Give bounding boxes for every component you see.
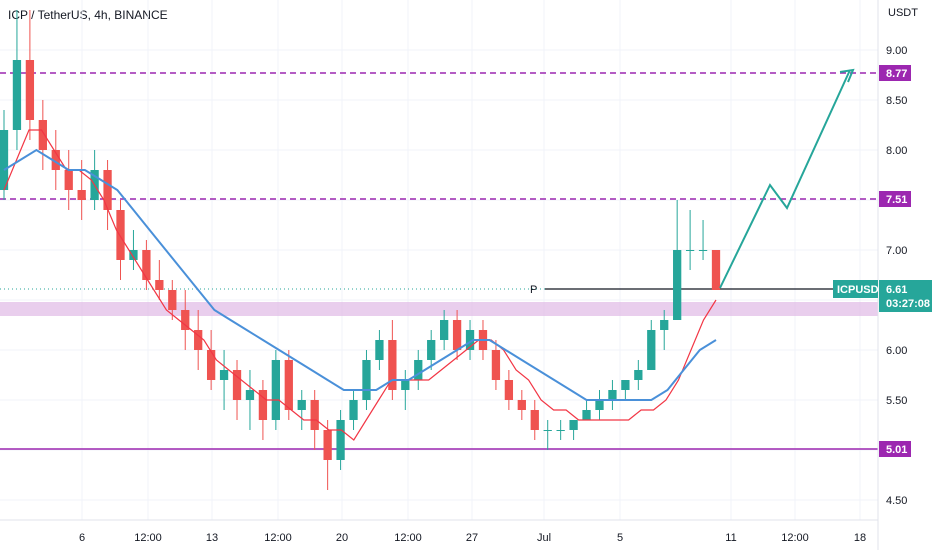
y-tick-label: 8.50	[886, 95, 907, 107]
support-zone	[0, 302, 878, 316]
chart-title: ICP / TetherUS, 4h, BINANCE	[8, 8, 168, 22]
candle-body	[51, 150, 60, 170]
candle-body	[634, 370, 643, 380]
candle-body	[698, 250, 708, 251]
symbol-tag	[833, 280, 878, 298]
level-tag	[879, 191, 911, 207]
candle-body	[530, 410, 539, 430]
candle-body	[388, 340, 397, 390]
ema_fast-line	[3, 129, 717, 441]
candle-body	[362, 360, 371, 400]
x-tick-label: 18	[854, 532, 866, 544]
candle-body	[543, 430, 552, 431]
candle-body	[181, 310, 190, 330]
y-tick-label: 7.00	[886, 245, 907, 257]
candle-body	[155, 280, 164, 290]
price-tag-countdown: 03:27:08	[886, 298, 930, 310]
symbol-tag-label: ICPUSDT	[837, 284, 886, 296]
candle-body	[103, 170, 112, 210]
x-tick-label: 11	[725, 532, 736, 544]
candle-body	[142, 250, 151, 280]
candle-body	[219, 370, 229, 380]
candle-body	[336, 420, 345, 460]
candle-body	[452, 320, 462, 350]
x-tick-label: 12:00	[264, 532, 292, 544]
candle-body	[375, 340, 384, 360]
candle-body	[349, 400, 358, 420]
level-tag-label: 8.77	[886, 68, 907, 80]
candle-body	[414, 360, 423, 380]
pivot-label: P	[530, 284, 537, 296]
candle-body	[323, 430, 332, 460]
candle-body	[206, 350, 216, 380]
candle-body	[12, 60, 22, 130]
x-tick-label: 13	[206, 532, 218, 544]
x-tick-label: 27	[466, 532, 478, 544]
x-tick-label: Jul	[537, 532, 551, 544]
candle-body	[64, 170, 73, 190]
x-tick-label: 20	[336, 532, 348, 544]
candle-body	[25, 60, 35, 120]
x-tick-label: 12:00	[134, 532, 162, 544]
candle-body	[647, 330, 656, 370]
y-tick-label: 9.00	[886, 45, 907, 57]
candle-body	[440, 320, 449, 340]
candle-body	[556, 430, 565, 431]
level-tag-label: 5.01	[886, 444, 907, 456]
x-tick-label: 12:00	[781, 532, 809, 544]
candle-body	[660, 320, 669, 330]
candle-body	[711, 250, 721, 290]
y-tick-label: 4.50	[886, 495, 907, 507]
candle-body	[504, 380, 514, 400]
candle-body	[569, 420, 578, 430]
projection-path	[719, 69, 851, 289]
candle-body	[608, 390, 617, 400]
y-tick-label: 5.50	[886, 395, 907, 407]
candle-body	[517, 400, 526, 410]
candle-body	[673, 250, 682, 320]
ema_slow-line	[3, 148, 717, 401]
candle-body	[491, 350, 501, 380]
candle-body	[621, 380, 630, 390]
candle-body	[245, 390, 255, 400]
x-tick-label: 6	[79, 532, 85, 544]
price-tag	[879, 280, 932, 312]
candle-body	[77, 190, 86, 200]
price-tag-value: 6.61	[886, 284, 907, 296]
x-tick-label: 12:00	[394, 532, 422, 544]
candle-body	[310, 400, 319, 430]
candle-body	[427, 340, 436, 360]
y-tick-label: 8.00	[886, 145, 907, 157]
candle-body	[258, 390, 268, 420]
candle-body	[401, 380, 410, 390]
currency-label: USDT	[888, 7, 918, 19]
candle-body	[284, 360, 293, 410]
candle-body	[297, 400, 306, 410]
projection-arrowhead	[839, 68, 855, 83]
candle-body	[685, 250, 695, 251]
level-tag-label: 7.51	[886, 194, 907, 206]
candle-body	[129, 250, 138, 260]
candle-body	[465, 330, 475, 350]
candle-body	[271, 360, 280, 420]
candle-body	[582, 410, 591, 420]
candle-body	[595, 400, 604, 410]
level-tag	[879, 441, 911, 457]
x-tick-label: 5	[617, 532, 623, 544]
candle-body	[116, 210, 125, 260]
level-tag	[879, 65, 911, 81]
y-tick-label: 6.00	[886, 345, 907, 357]
candle-body	[38, 120, 47, 150]
candle-body	[0, 130, 9, 190]
candle-body	[232, 370, 242, 400]
candle-body	[194, 330, 203, 350]
candle-body	[168, 290, 177, 310]
